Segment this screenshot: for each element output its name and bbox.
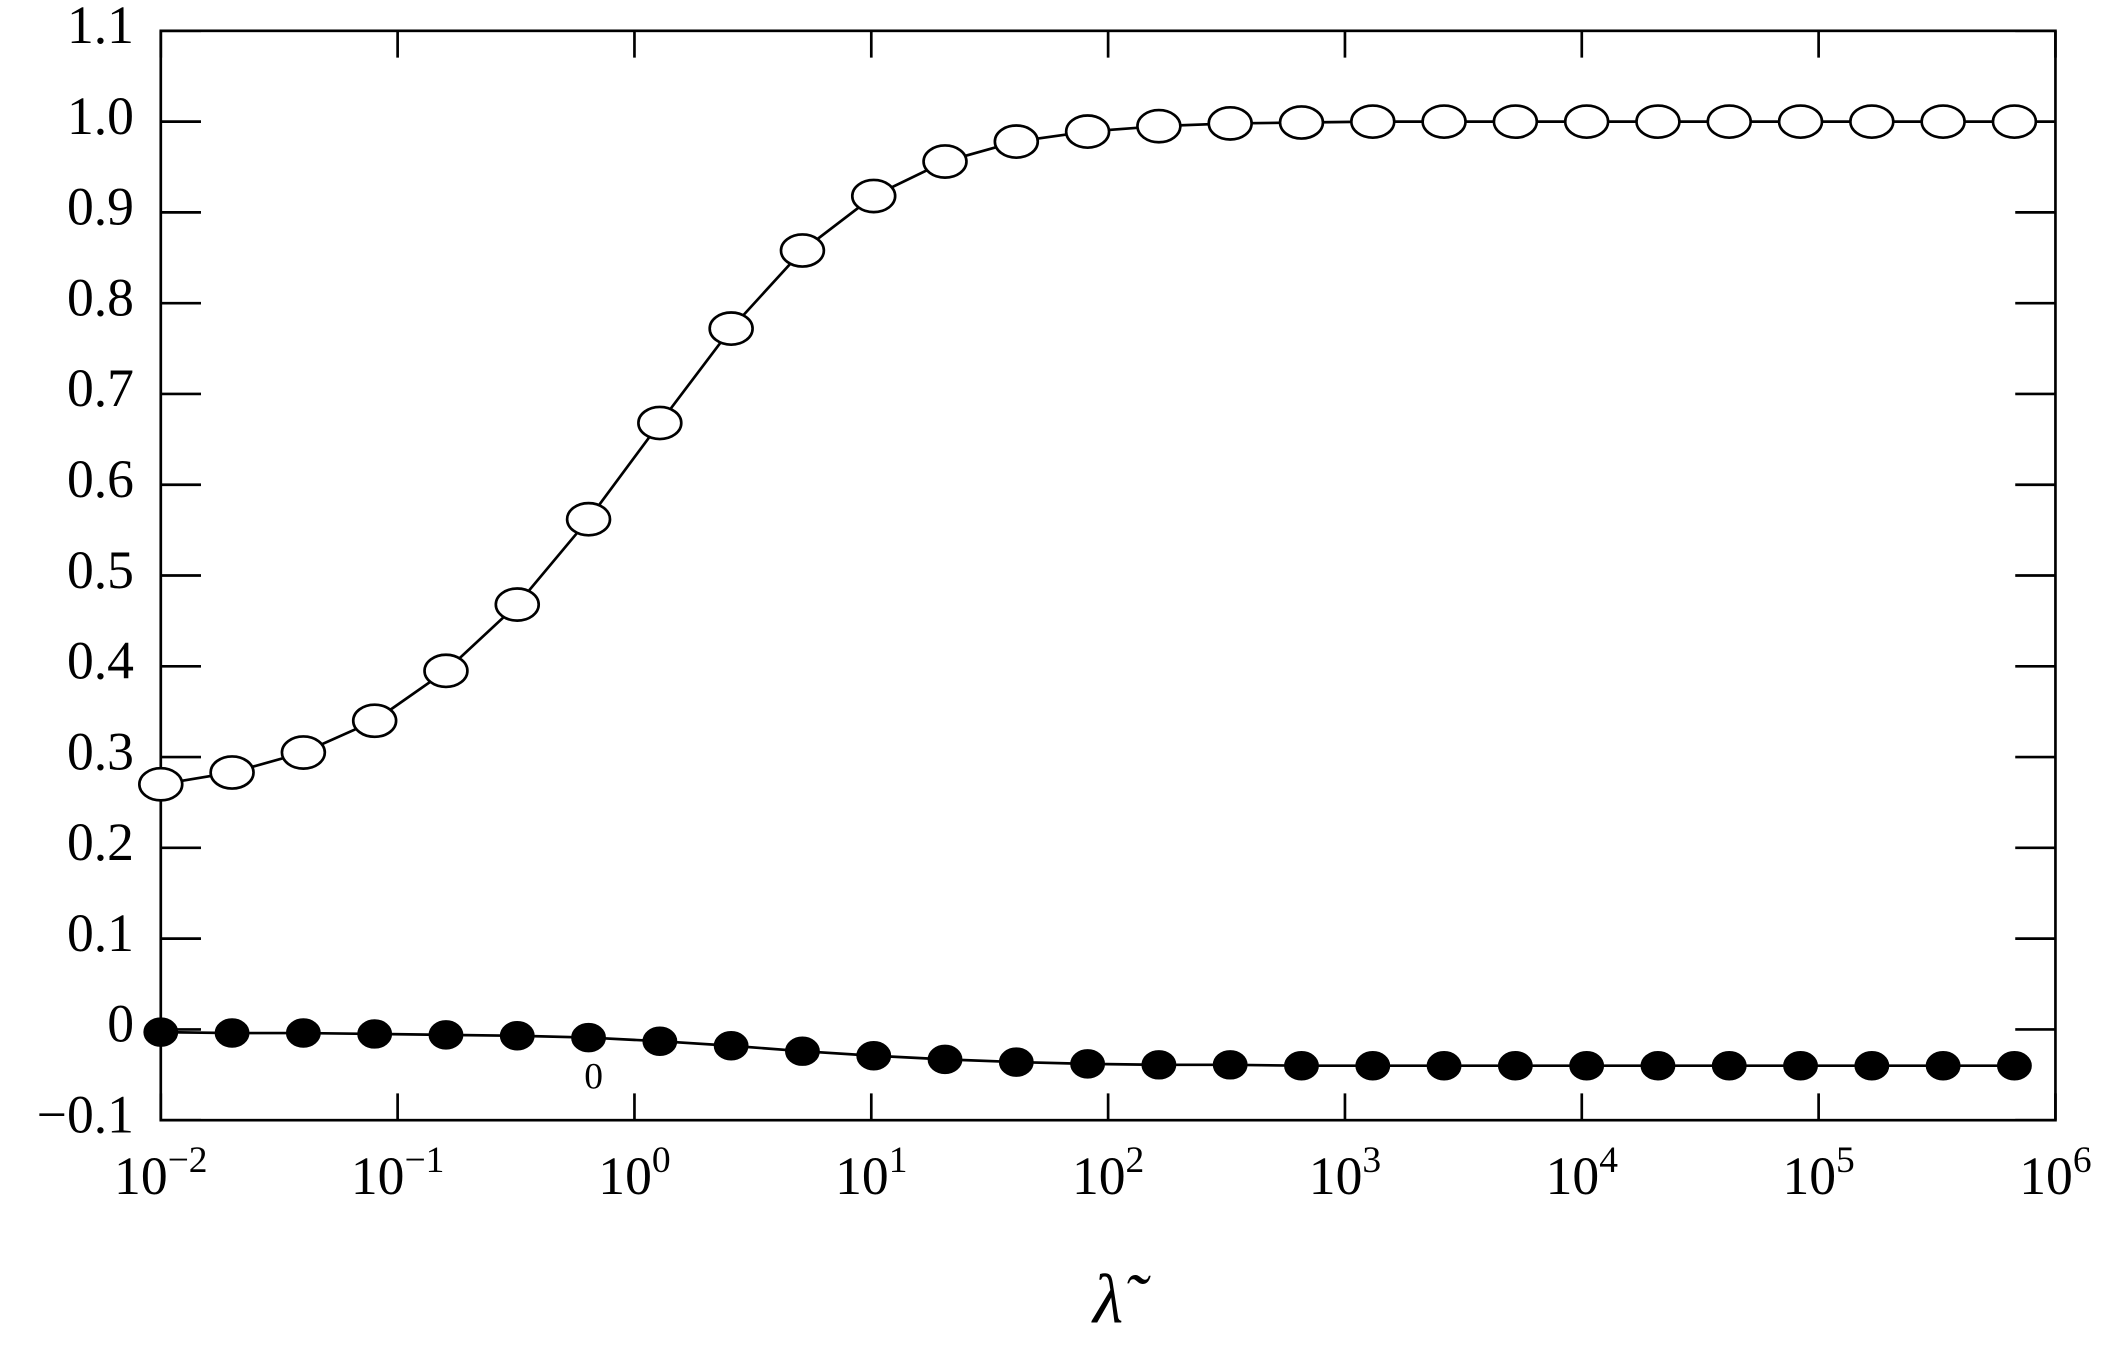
y-tick-label: 0.3 — [67, 721, 134, 781]
data-point — [1569, 1050, 1605, 1081]
data-point — [138, 766, 184, 802]
data-point — [1706, 104, 1753, 140]
data-point — [214, 1018, 250, 1048]
data-point — [1207, 106, 1253, 141]
data-point — [922, 144, 968, 179]
y-tick-label: 0.5 — [67, 540, 134, 600]
y-tick-label: 0.7 — [67, 358, 134, 418]
x-tick-exponent: −1 — [404, 1140, 444, 1181]
data-point — [1421, 104, 1467, 140]
data-point — [850, 178, 897, 214]
x-tick-exponent: 6 — [2073, 1140, 2092, 1181]
x-axis-label: λ̃ — [1091, 1261, 1151, 1338]
x-tick-base: 10 — [2019, 1146, 2073, 1206]
data-point — [1854, 1050, 1890, 1081]
data-point — [1849, 104, 1895, 140]
y-tick-label: 0.2 — [67, 812, 134, 872]
data-point — [642, 1026, 678, 1056]
data-point — [143, 1017, 179, 1047]
data-point — [423, 653, 469, 689]
data-point — [1996, 1050, 2032, 1081]
y-tick-label: 0.6 — [67, 449, 134, 509]
x-tick-label: 10−1 — [351, 1140, 444, 1206]
y-tick-label: 0 — [107, 994, 134, 1054]
data-point — [1136, 108, 1182, 144]
x-tick-exponent: 1 — [889, 1140, 908, 1181]
data-point — [1563, 104, 1610, 140]
data-point — [1355, 1050, 1391, 1081]
data-point — [1212, 1050, 1248, 1080]
data-point — [1777, 104, 1824, 140]
data-point — [1349, 104, 1396, 140]
data-point — [1284, 1050, 1319, 1081]
x-tick-label: 106 — [2019, 1140, 2091, 1206]
data-point — [428, 1020, 464, 1050]
x-tick-exponent: 2 — [1126, 1140, 1145, 1181]
data-point — [499, 1021, 535, 1051]
plot-frame — [159, 29, 2057, 1122]
x-tick-label: 10−2 — [114, 1140, 207, 1206]
data-point — [1426, 1050, 1462, 1081]
x-tick-base: 10 — [1309, 1146, 1363, 1206]
x-tick-exponent: 5 — [1836, 1140, 1855, 1181]
x-tick-label: 103 — [1309, 1140, 1381, 1206]
data-point — [351, 703, 398, 739]
y-tick-label: −0.1 — [37, 1084, 134, 1144]
data-point — [285, 1018, 321, 1048]
data-point — [1783, 1050, 1818, 1081]
data-point — [1278, 105, 1325, 140]
data-point — [565, 501, 612, 537]
data-point — [1711, 1050, 1747, 1081]
y-tick-label: 0.8 — [67, 267, 134, 327]
y-tick-label: 0.9 — [67, 177, 134, 237]
x-tick-label: 101 — [835, 1140, 907, 1206]
y-tick-label: 1.1 — [67, 0, 134, 55]
x-tick-exponent: −2 — [168, 1140, 208, 1181]
data-point — [856, 1040, 892, 1071]
x-tick-base: 10 — [1546, 1146, 1600, 1206]
data-point — [708, 311, 754, 347]
x-tick-exponent: 3 — [1362, 1140, 1381, 1181]
data-point — [713, 1031, 749, 1061]
x-tick-exponent: 0 — [652, 1140, 671, 1181]
x-tick-label: 104 — [1546, 1140, 1619, 1206]
data-point — [998, 1047, 1034, 1077]
annotation: 0 — [584, 1057, 603, 1098]
y-tick-label: 0.4 — [67, 631, 134, 691]
x-tick-label: 105 — [1782, 1140, 1854, 1206]
data-point — [1141, 1050, 1177, 1080]
x-tick-base: 10 — [114, 1146, 168, 1206]
data-point — [1064, 114, 1111, 150]
x-tick-base: 10 — [598, 1146, 652, 1206]
x-tick-base: 10 — [351, 1146, 405, 1206]
data-point — [494, 587, 541, 622]
x-tick-base: 10 — [1072, 1146, 1126, 1206]
x-tick-base: 10 — [835, 1146, 889, 1206]
data-point — [1991, 104, 2038, 140]
data-point — [209, 755, 255, 790]
data-point — [927, 1044, 963, 1075]
x-tick-exponent: 4 — [1599, 1140, 1618, 1181]
x-tick-label: 100 — [598, 1140, 670, 1206]
data-point — [785, 1036, 820, 1066]
y-tick-label: 0.1 — [67, 903, 134, 963]
data-point — [637, 405, 683, 441]
y-tick-label: 1.0 — [67, 86, 134, 146]
data-point — [1635, 104, 1681, 140]
data-point — [571, 1022, 606, 1053]
data-point — [1492, 104, 1539, 140]
data-point — [993, 124, 1040, 159]
x-tick-label: 102 — [1072, 1140, 1144, 1206]
data-point — [357, 1019, 393, 1049]
data-point — [1070, 1049, 1106, 1079]
data-point — [1640, 1050, 1676, 1081]
x-tick-base: 10 — [1782, 1146, 1836, 1206]
data-point — [1925, 1050, 1961, 1081]
data-point — [1920, 104, 1966, 140]
data-point — [280, 735, 327, 770]
data-point — [1497, 1050, 1533, 1081]
data-point — [779, 233, 826, 268]
